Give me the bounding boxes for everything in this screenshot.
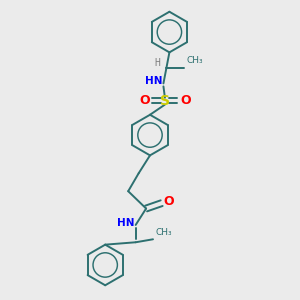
Text: CH₃: CH₃ [155,228,172,237]
Text: HN: HN [117,218,135,228]
Text: S: S [160,94,170,108]
Text: O: O [163,195,173,208]
Text: O: O [139,94,150,107]
Text: H: H [154,58,160,68]
Text: HN: HN [145,76,162,86]
Text: O: O [180,94,190,107]
Text: CH₃: CH₃ [187,56,203,65]
